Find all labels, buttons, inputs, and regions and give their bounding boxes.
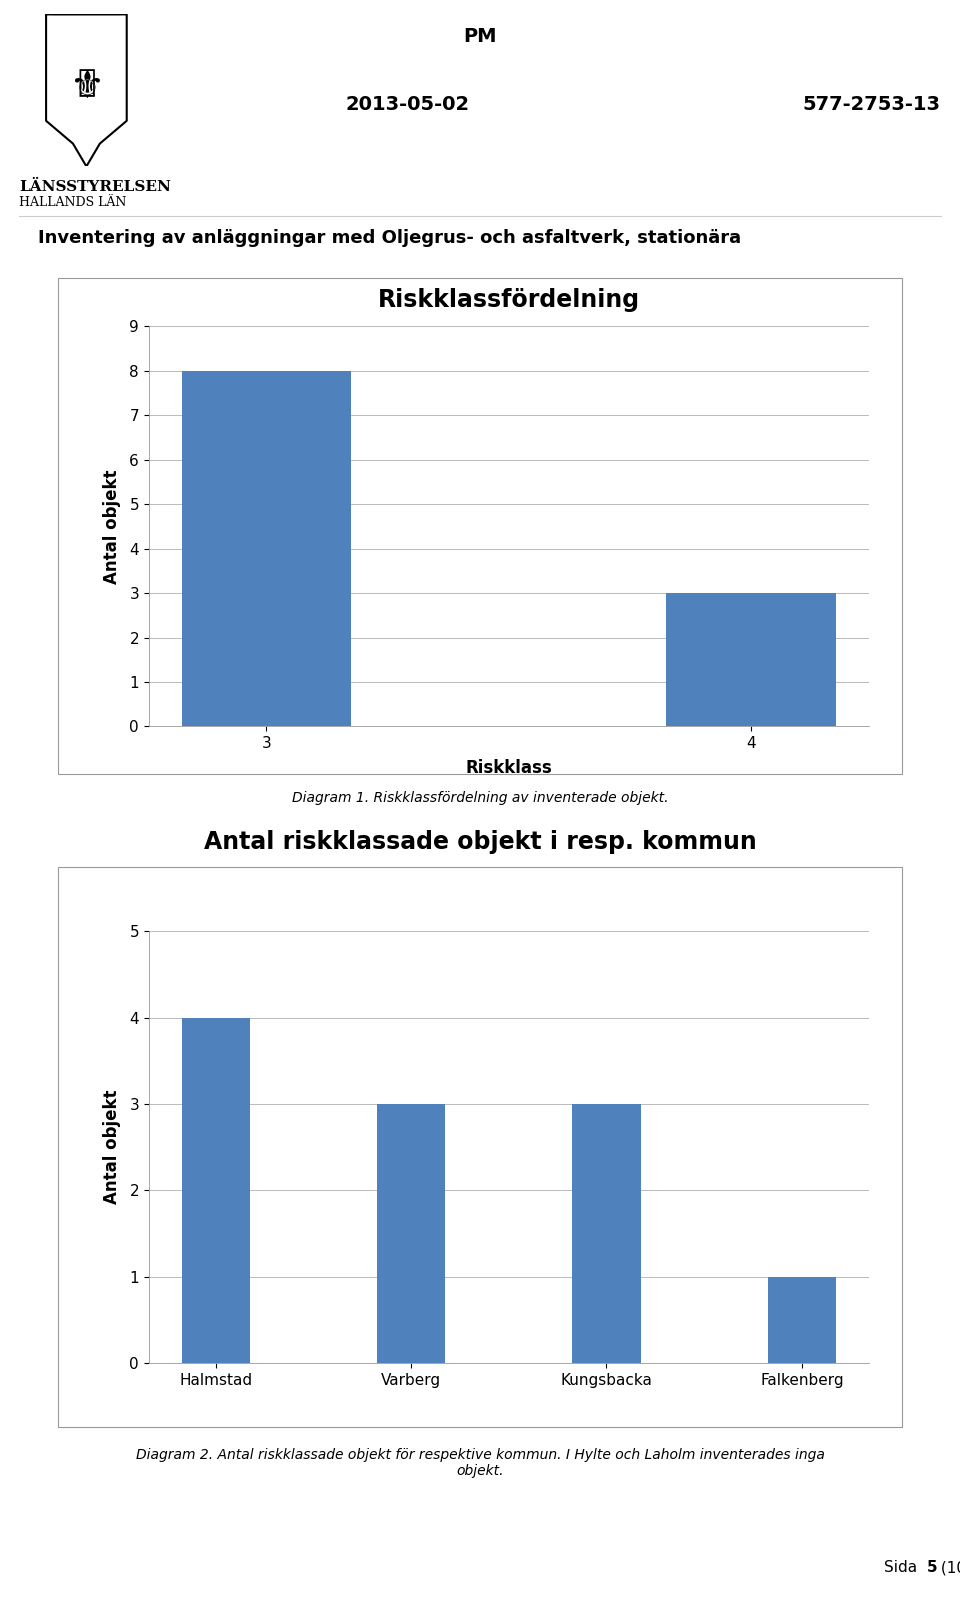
Text: (10): (10) bbox=[936, 1560, 960, 1576]
Text: Inventering av anläggningar med Oljegrus- och asfaltverk, stationära: Inventering av anläggningar med Oljegrus… bbox=[38, 229, 741, 248]
Bar bbox=[666, 594, 836, 726]
Text: 2013-05-02: 2013-05-02 bbox=[346, 94, 470, 114]
Bar bbox=[768, 1277, 836, 1363]
Text: 5: 5 bbox=[926, 1560, 937, 1576]
Polygon shape bbox=[46, 14, 127, 166]
Bar bbox=[181, 1018, 250, 1363]
Title: Riskklassfördelning: Riskklassfördelning bbox=[377, 288, 640, 312]
Text: LÄNSSTYRELSEN: LÄNSSTYRELSEN bbox=[19, 179, 171, 194]
Bar bbox=[377, 1104, 445, 1363]
Y-axis label: Antal objekt: Antal objekt bbox=[103, 1090, 121, 1205]
Text: Sida: Sida bbox=[883, 1560, 922, 1576]
Bar bbox=[572, 1104, 640, 1363]
Text: 577-2753-13: 577-2753-13 bbox=[803, 94, 941, 114]
Text: HALLANDS LÄN: HALLANDS LÄN bbox=[19, 195, 127, 210]
Text: PM: PM bbox=[464, 27, 496, 45]
Y-axis label: Antal objekt: Antal objekt bbox=[103, 469, 121, 584]
X-axis label: Riskklass: Riskklass bbox=[466, 760, 552, 778]
Text: Antal riskklassade objekt i resp. kommun: Antal riskklassade objekt i resp. kommun bbox=[204, 829, 756, 853]
Text: 𝓛: 𝓛 bbox=[77, 69, 96, 98]
Text: ⚜: ⚜ bbox=[69, 69, 104, 106]
Bar bbox=[181, 371, 351, 726]
Text: Diagram 2. Antal riskklassade objekt för respektive kommun. I Hylte och Laholm i: Diagram 2. Antal riskklassade objekt för… bbox=[135, 1448, 825, 1478]
Polygon shape bbox=[53, 0, 120, 14]
Text: Diagram 1. Riskklassfördelning av inventerade objekt.: Diagram 1. Riskklassfördelning av invent… bbox=[292, 792, 668, 805]
